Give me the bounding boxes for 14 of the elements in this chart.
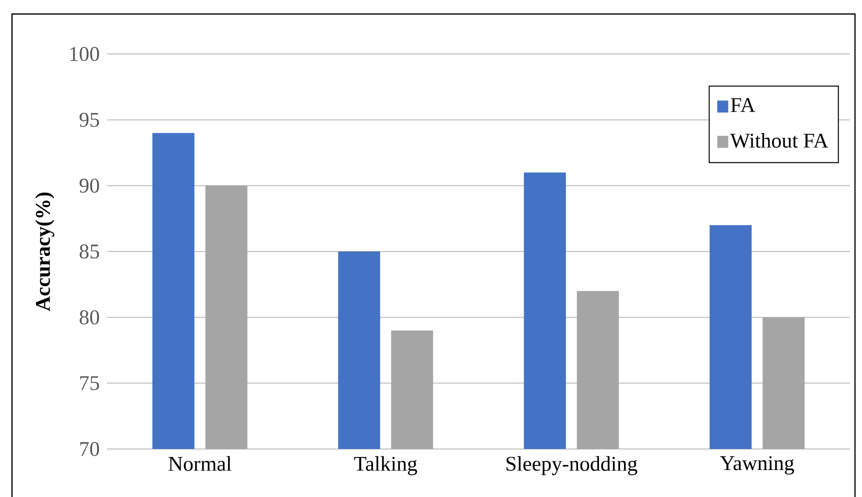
x-tick-label: Yawning xyxy=(720,456,794,475)
legend-label: FA xyxy=(730,98,756,112)
y-axis-title: Accuracy(%) xyxy=(35,192,54,312)
y-tick-label: 80 xyxy=(80,310,100,324)
x-tick-label: Talking xyxy=(354,456,418,476)
y-tick-label: 100 xyxy=(70,46,100,62)
y-tick-label: 85 xyxy=(80,244,100,259)
y-tick-label: 90 xyxy=(80,178,100,193)
y-tick-label: 70 xyxy=(80,442,100,456)
y-tick-label: 75 xyxy=(80,376,100,390)
legend-label: Without FA xyxy=(730,133,828,148)
x-tick-label: Sleepy-nodding xyxy=(506,456,638,476)
y-tick-label: 95 xyxy=(80,112,100,127)
x-tick-label: Normal xyxy=(168,456,232,471)
